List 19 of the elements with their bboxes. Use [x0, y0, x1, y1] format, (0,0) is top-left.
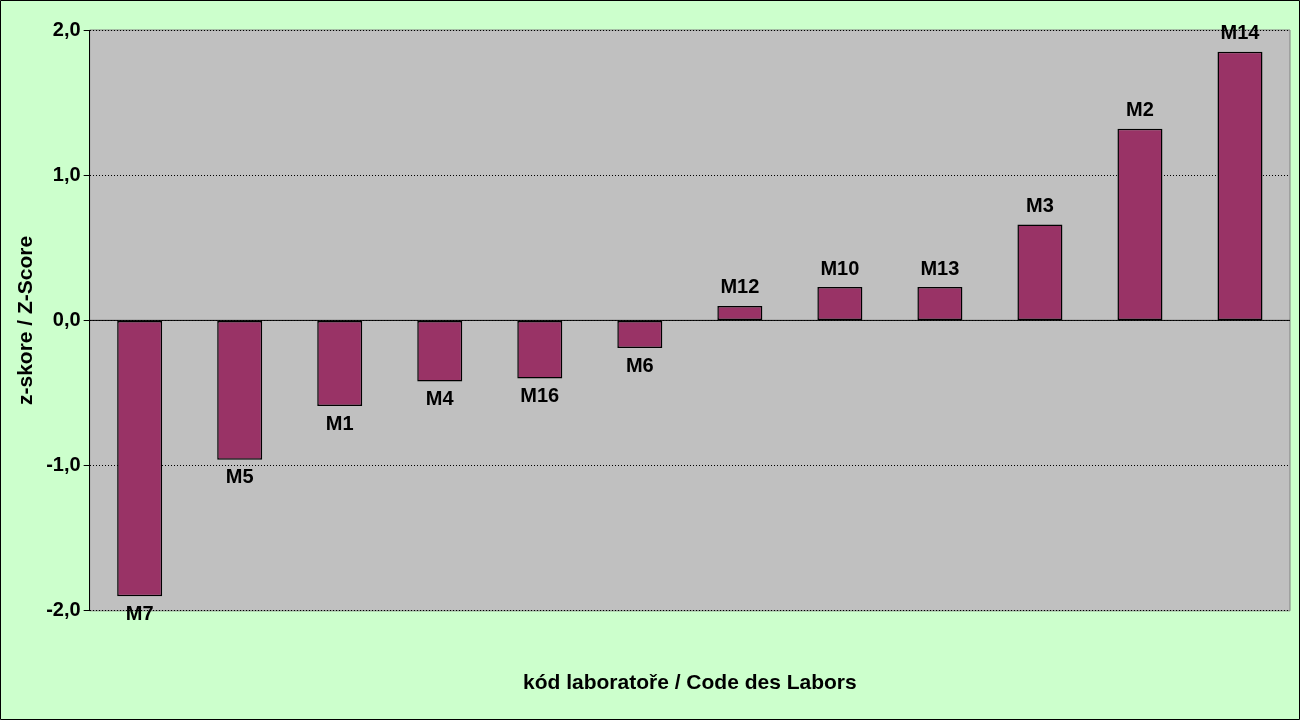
x-tick-label: M1 — [325, 411, 354, 434]
x-tick-label: M3 — [1026, 194, 1054, 217]
x-axis-title: kód laboratoře / Code des Labors — [522, 670, 857, 694]
y-tick-label: 2,0 — [52, 17, 81, 40]
x-tick-label: M4 — [425, 386, 455, 409]
x-tick-label: M10 — [820, 256, 860, 279]
y-tick-label: 1,0 — [52, 162, 81, 185]
x-tick-label: M2 — [1126, 98, 1154, 121]
x-tick-label: M6 — [625, 353, 654, 376]
y-tick-label: -2,0 — [46, 598, 81, 621]
x-tick-label: M14 — [1220, 21, 1261, 44]
x-tick-label: M13 — [920, 256, 960, 279]
x-tick-label: M16 — [520, 384, 560, 406]
x-tick-label: M12 — [720, 275, 760, 298]
y-tick-label: -1,0 — [46, 453, 81, 476]
x-tick-label: M5 — [225, 465, 254, 488]
y-axis-title: z-skore / Z-Score — [13, 235, 37, 406]
y-tick-label: 0,0 — [52, 307, 81, 330]
x-tick-label: M7 — [125, 601, 154, 624]
